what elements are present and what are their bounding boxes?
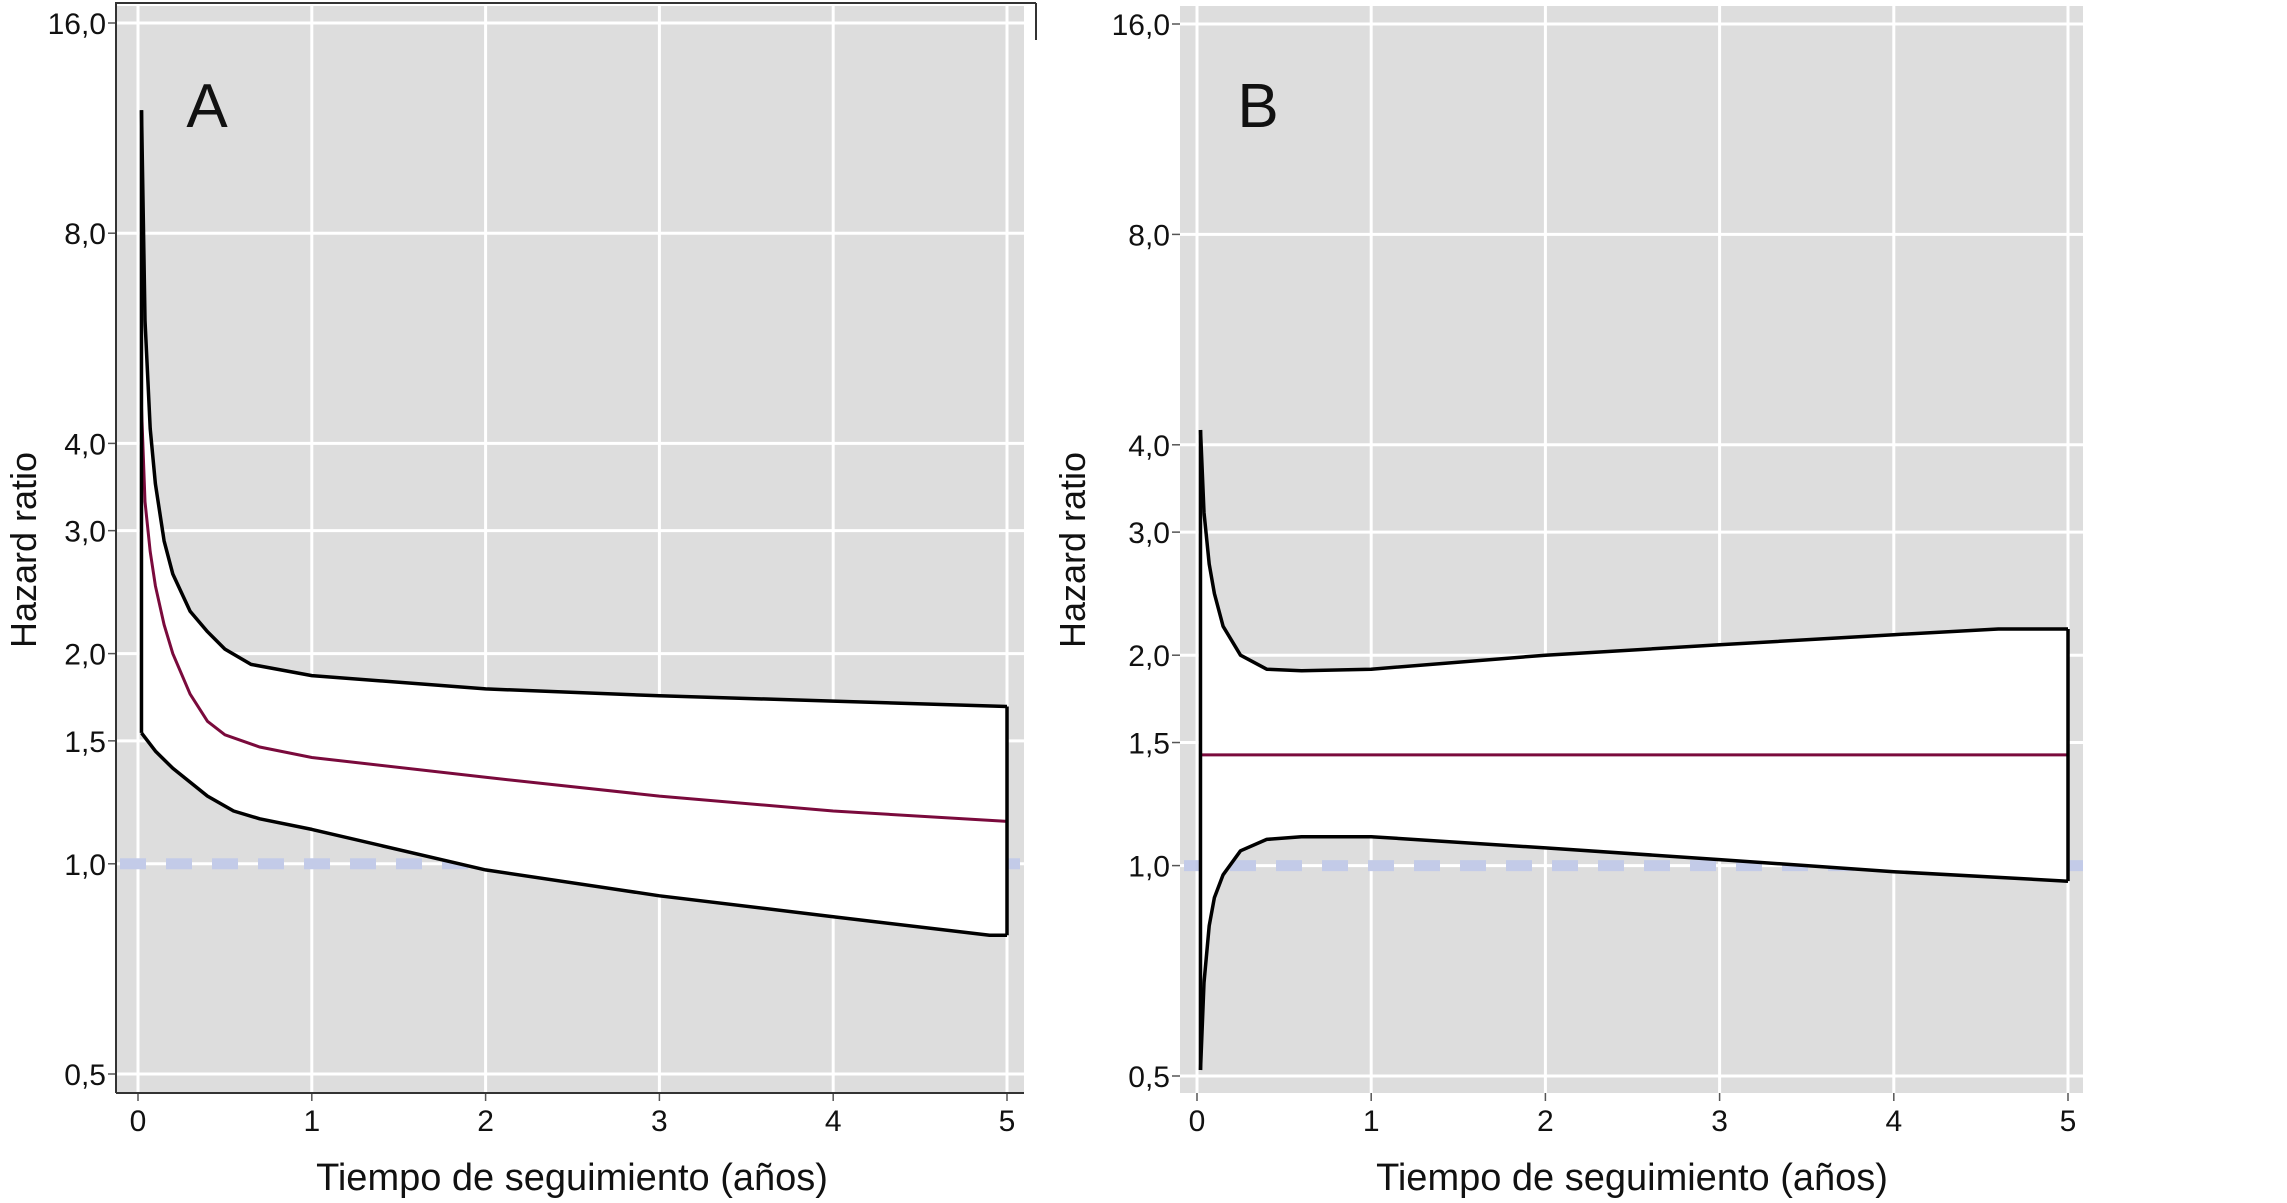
y-tick-label: 0,5 (64, 1059, 106, 1092)
y-axis-title: Hazard ratio (3, 452, 44, 648)
y-tick-label: 1,0 (1128, 851, 1170, 884)
series-upper-ci (139, 110, 1008, 709)
series-hazard-ratio (140, 407, 1008, 823)
x-tick-label: 2 (1537, 1105, 1554, 1138)
series-lower-ci (1198, 834, 2069, 1071)
panel-a: 0 1 2 3 4 5 0,5 1,0 1,5 2,0 3,0 4,0 8,0 16,0 A Hazard… (3, 2, 1037, 1199)
y-tick-label: 3,0 (64, 516, 106, 549)
panel-label: B (1237, 72, 1278, 141)
x-tick-label: 3 (651, 1105, 668, 1138)
y-tick-label: 4,0 (64, 428, 106, 461)
y-tick-label: 0,5 (1128, 1061, 1170, 1094)
y-tick-label: 3,0 (1128, 517, 1170, 550)
x-tick-label: 1 (303, 1105, 320, 1138)
panel-b: 0 1 2 3 4 5 0,5 1,0 1,5 2,0 3,0 4,0 8,0 16,0 B Hazard… (1052, 6, 2083, 1199)
y-tick-label: 16,0 (48, 8, 106, 41)
y-axis-title: Hazard ratio (1052, 452, 1093, 648)
x-tick-label: 5 (999, 1105, 1016, 1138)
x-tick-label: 4 (825, 1105, 842, 1138)
y-tick-label: 1,0 (64, 849, 106, 882)
y-tick-label: 1,5 (1128, 728, 1170, 761)
y-tick-label: 16,0 (1112, 9, 1170, 42)
y-tick-label: 2,0 (64, 639, 106, 672)
y-tick-label: 1,5 (64, 726, 106, 759)
plot-background (1180, 6, 2083, 1093)
x-tick-label: 5 (2060, 1105, 2077, 1138)
confidence-band-overlay (141, 110, 1007, 936)
x-tick-label: 4 (1885, 1105, 1902, 1138)
y-tick-label: 2,0 (1128, 640, 1170, 673)
x-axis-title: Tiempo de seguimiento (años) (1376, 1157, 1888, 1199)
x-axis-title: Tiempo de seguimiento (años) (316, 1157, 828, 1199)
y-tick-label: 4,0 (1128, 430, 1170, 463)
x-tick-label: 3 (1711, 1105, 1728, 1138)
series-upper-ci (1198, 429, 2068, 673)
y-tick-label: 8,0 (64, 218, 106, 251)
x-tick-label: 0 (1189, 1105, 1206, 1138)
confidence-band-overlay (1200, 430, 2068, 1070)
x-tick-label: 0 (130, 1105, 147, 1138)
plot-area: 0 1 2 3 4 5 0,5 1,0 1,5 2,0 3,0 4,0 8,0 16,0 (1112, 6, 2083, 1138)
panel-label: A (186, 72, 228, 141)
plot-background (116, 6, 1024, 1093)
plot-area: 0 1 2 3 4 5 0,5 1,0 1,5 2,0 3,0 4,0 8,0 16,0 (48, 2, 1037, 1138)
x-tick-label: 1 (1363, 1105, 1380, 1138)
y-tick-label: 8,0 (1128, 219, 1170, 252)
series-lower-ci (140, 731, 1007, 938)
x-tick-label: 2 (477, 1105, 494, 1138)
